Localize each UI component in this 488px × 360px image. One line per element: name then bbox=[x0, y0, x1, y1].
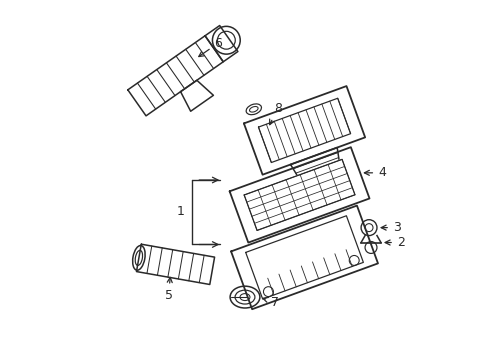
Polygon shape bbox=[231, 206, 377, 309]
Polygon shape bbox=[136, 244, 214, 284]
Polygon shape bbox=[127, 36, 223, 116]
Polygon shape bbox=[244, 86, 365, 175]
Polygon shape bbox=[229, 147, 369, 243]
Polygon shape bbox=[244, 159, 354, 230]
Polygon shape bbox=[290, 148, 340, 186]
Polygon shape bbox=[180, 80, 213, 111]
Text: 1: 1 bbox=[176, 205, 184, 218]
Text: 5: 5 bbox=[164, 278, 172, 302]
Polygon shape bbox=[204, 26, 237, 62]
Text: 4: 4 bbox=[364, 166, 385, 179]
Polygon shape bbox=[258, 98, 350, 162]
Text: 6: 6 bbox=[199, 37, 222, 57]
Text: 8: 8 bbox=[269, 102, 281, 125]
Text: 7: 7 bbox=[263, 296, 278, 309]
Text: 2: 2 bbox=[385, 236, 404, 249]
Polygon shape bbox=[245, 216, 363, 299]
Text: 3: 3 bbox=[380, 221, 400, 234]
